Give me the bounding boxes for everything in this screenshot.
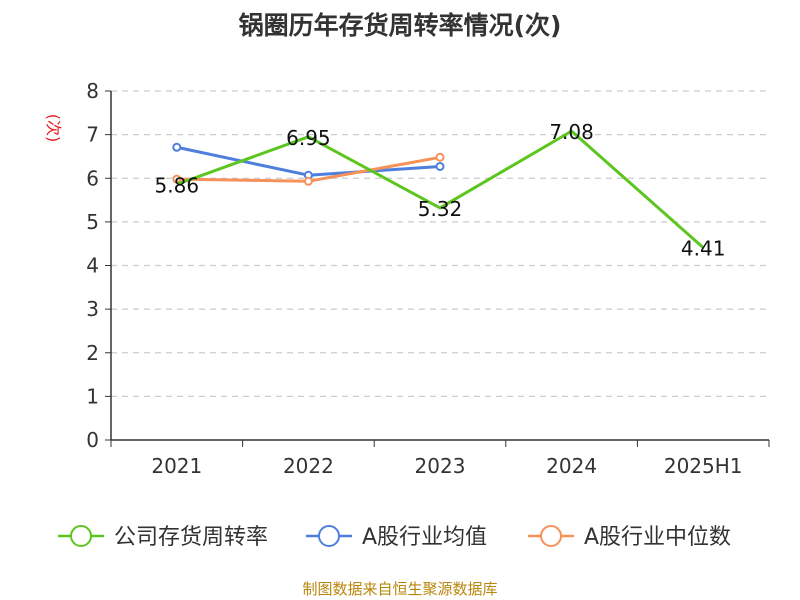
legend-swatch-marker — [318, 525, 340, 547]
y-tick-label: 5 — [86, 210, 99, 234]
x-tick-label: 2023 — [415, 454, 466, 478]
data-point — [435, 161, 445, 171]
data-labels: 5.86 6.95 5.32 7.08 4.41 — [155, 120, 726, 260]
data-label: 5.32 — [418, 197, 463, 221]
data-label: 5.86 — [155, 173, 200, 197]
series-line — [176, 129, 705, 249]
y-tick-label: 0 — [86, 428, 99, 452]
legend-swatch-marker — [540, 525, 562, 547]
x-tick-label: 2024 — [546, 454, 597, 478]
y-tick-label: 6 — [86, 166, 99, 190]
y-tick-label: 1 — [86, 384, 99, 408]
y-tick-label: 4 — [86, 254, 99, 278]
grid-lines — [111, 90, 769, 397]
data-label: 7.08 — [549, 120, 594, 144]
x-tick-label: 2022 — [283, 454, 334, 478]
data-point — [303, 176, 313, 186]
data-label: 4.41 — [681, 237, 726, 261]
data-label: 6.95 — [286, 126, 331, 150]
legend-label: A股行业中位数 — [584, 525, 731, 550]
x-tick-label: 2021 — [151, 454, 202, 478]
y-tick-label: 8 — [86, 79, 99, 103]
source-note: 制图数据来自恒生聚源数据库 — [302, 580, 498, 598]
series-lines — [172, 129, 705, 249]
x-tick-label: 2025H1 — [664, 454, 743, 478]
legend-label: 公司存货周转率 — [114, 525, 268, 550]
y-tick-label: 3 — [86, 297, 99, 321]
axes: 0 1 2 3 4 5 6 7 8 2021 2022 2023 2024 2025H1 (次) — [44, 79, 770, 478]
data-point — [172, 174, 182, 184]
legend-label: A股行业均值 — [362, 525, 487, 550]
y-tick-label: 2 — [86, 341, 99, 365]
y-axis-unit: (次) — [44, 114, 63, 143]
data-point — [435, 152, 445, 162]
data-point — [172, 142, 182, 152]
legend-swatch-marker — [70, 525, 92, 547]
y-tick-label: 7 — [86, 123, 99, 147]
chart-title: 锅圈历年存货周转率情况(次) — [238, 11, 562, 40]
legend[interactable]: 公司存货周转率 A股行业均值 A股行业中位数 — [58, 525, 731, 550]
